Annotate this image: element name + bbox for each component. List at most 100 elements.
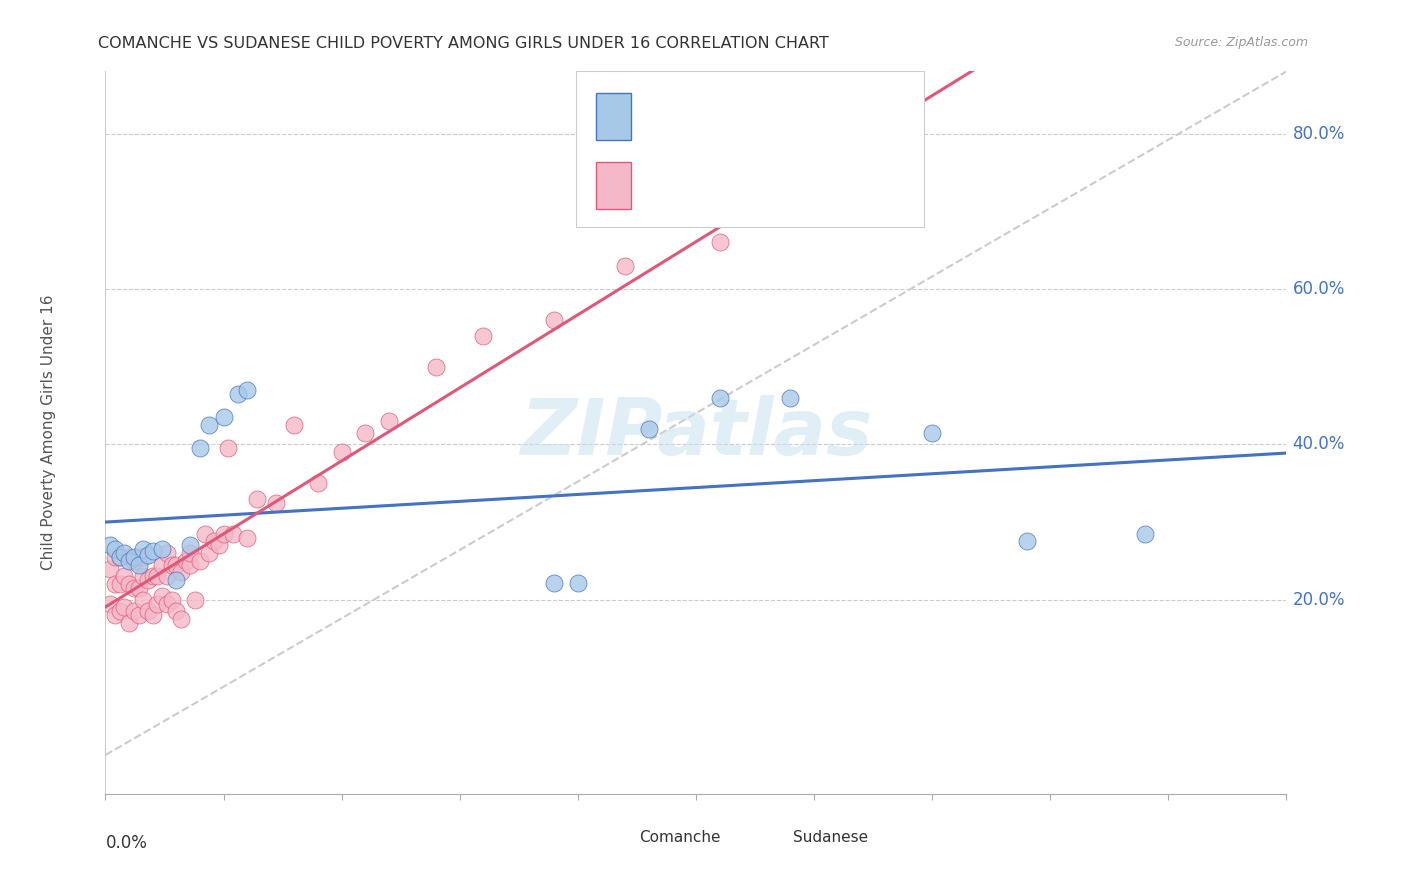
Point: [212, 410, 235, 425]
Bar: [602, 831, 627, 859]
Point: [170, 566, 193, 580]
Point: [156, 546, 179, 560]
Text: Sudanese: Sudanese: [793, 830, 868, 845]
Point: [212, 526, 235, 541]
Point: [142, 544, 165, 558]
Point: [146, 569, 169, 583]
Point: [567, 575, 589, 590]
Point: [165, 573, 187, 587]
Text: R = 0.551   N = 65: R = 0.551 N = 65: [648, 174, 834, 193]
Point: [122, 549, 145, 564]
Point: [118, 549, 141, 564]
Point: [104, 542, 127, 557]
Point: [543, 575, 565, 590]
Point: [132, 549, 155, 564]
Point: [208, 538, 231, 552]
Point: [150, 589, 173, 603]
Point: [709, 235, 731, 250]
Point: [354, 425, 377, 440]
Point: [122, 554, 145, 568]
Point: [122, 604, 145, 618]
Point: [108, 549, 131, 564]
Point: [112, 600, 135, 615]
Point: [136, 573, 159, 587]
Text: Comanche: Comanche: [640, 830, 721, 845]
Text: 20.0%: 20.0%: [1292, 591, 1346, 608]
Point: [188, 554, 211, 568]
Point: [307, 476, 329, 491]
Text: 60.0%: 60.0%: [1292, 280, 1344, 298]
Point: [194, 526, 217, 541]
Bar: [755, 831, 780, 859]
Text: R = 0.166   N = 26: R = 0.166 N = 26: [648, 106, 834, 124]
Point: [179, 538, 201, 552]
Point: [1015, 534, 1038, 549]
Point: [198, 417, 221, 432]
Point: [108, 577, 131, 591]
Point: [150, 542, 173, 557]
Point: [128, 608, 150, 623]
Point: [128, 549, 150, 564]
Point: [472, 328, 495, 343]
Point: [174, 554, 197, 568]
Point: [98, 538, 121, 552]
Point: [104, 577, 127, 591]
Point: [378, 414, 401, 428]
Text: 0.0%: 0.0%: [105, 834, 148, 852]
Point: [543, 313, 565, 327]
Point: [150, 558, 173, 572]
Bar: [596, 93, 631, 140]
Point: [179, 558, 201, 572]
Point: [236, 383, 259, 397]
Point: [1133, 526, 1156, 541]
Point: [156, 569, 179, 583]
Text: Source: ZipAtlas.com: Source: ZipAtlas.com: [1174, 36, 1308, 49]
Point: [264, 495, 287, 509]
Point: [98, 597, 121, 611]
Point: [226, 386, 249, 401]
Point: [202, 534, 225, 549]
Point: [118, 615, 141, 630]
Point: [132, 542, 155, 557]
Point: [132, 592, 155, 607]
Point: [283, 417, 305, 432]
Text: COMANCHE VS SUDANESE CHILD POVERTY AMONG GIRLS UNDER 16 CORRELATION CHART: COMANCHE VS SUDANESE CHILD POVERTY AMONG…: [98, 36, 830, 51]
Point: [188, 441, 211, 455]
Point: [179, 546, 201, 560]
Text: 40.0%: 40.0%: [1292, 435, 1344, 453]
Point: [104, 608, 127, 623]
Point: [128, 558, 150, 572]
Point: [170, 612, 193, 626]
Point: [104, 549, 127, 564]
Point: [709, 391, 731, 405]
Point: [779, 391, 801, 405]
Point: [142, 569, 165, 583]
Point: [425, 359, 447, 374]
Point: [921, 425, 943, 440]
Point: [184, 592, 207, 607]
Point: [146, 597, 169, 611]
Point: [98, 561, 121, 575]
FancyBboxPatch shape: [575, 71, 924, 227]
Point: [118, 577, 141, 591]
Point: [112, 569, 135, 583]
Point: [136, 604, 159, 618]
Bar: [596, 161, 631, 209]
Point: [851, 181, 873, 195]
Point: [165, 558, 187, 572]
Point: [236, 531, 259, 545]
Text: 80.0%: 80.0%: [1292, 125, 1344, 143]
Point: [637, 422, 659, 436]
Text: ZIPatlas: ZIPatlas: [520, 394, 872, 471]
Point: [108, 549, 131, 564]
Text: Child Poverty Among Girls Under 16: Child Poverty Among Girls Under 16: [41, 295, 56, 570]
Point: [614, 259, 637, 273]
Point: [222, 526, 245, 541]
Point: [132, 569, 155, 583]
Point: [165, 604, 187, 618]
Point: [217, 441, 239, 455]
Point: [198, 546, 221, 560]
Point: [136, 548, 159, 562]
Point: [118, 554, 141, 568]
Point: [160, 592, 183, 607]
